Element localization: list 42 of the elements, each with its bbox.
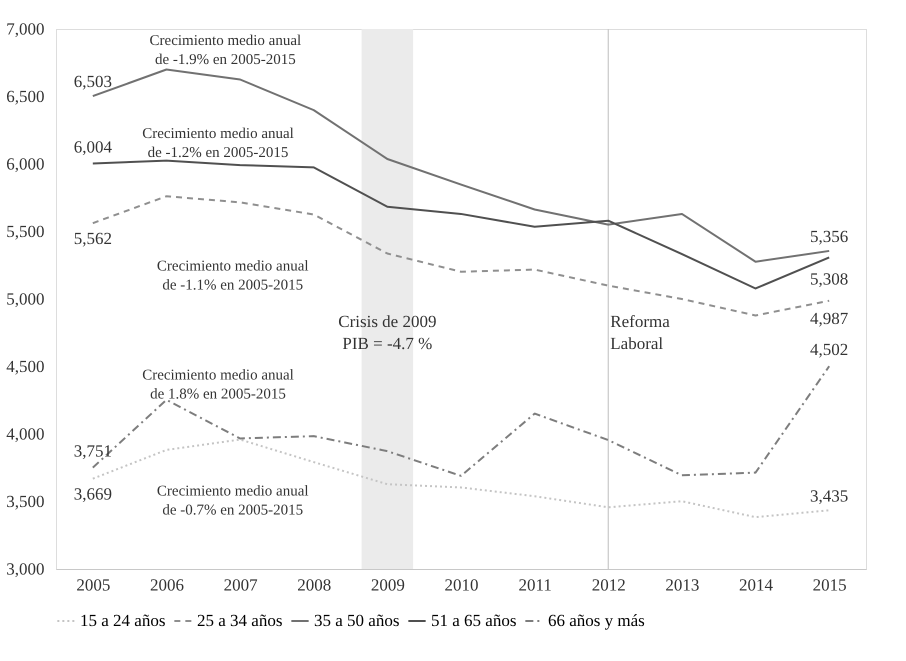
data-label: 3,669 <box>74 484 112 504</box>
annotation: Crecimiento medio anual de 1.8% en 2005-2015 <box>142 368 294 403</box>
x-tick-label: 2009 <box>370 576 405 594</box>
x-tick-label: 2013 <box>665 576 700 594</box>
x-tick-label: 2011 <box>518 576 552 594</box>
x-tick-label: 2005 <box>76 576 110 594</box>
y-tick-label: 3,000 <box>6 560 44 578</box>
band-label: Crisis de 2009 PIB = -4.7 % <box>338 312 436 353</box>
legend-label: 51 a 65 años <box>431 611 516 630</box>
y-tick-label: 4,500 <box>6 357 44 376</box>
y-tick-label: 7,000 <box>6 20 44 38</box>
x-tick-label: 2007 <box>224 576 258 594</box>
x-tick-label: 2010 <box>444 576 478 594</box>
y-tick-label: 6,500 <box>6 87 44 106</box>
data-label: 3,435 <box>810 486 848 506</box>
y-tick-label: 5,500 <box>6 222 44 241</box>
annotation: Crecimiento medio anual de -1.1% en 2005-2015 <box>156 258 309 294</box>
x-tick-label: 2008 <box>297 576 332 594</box>
data-label: 5,308 <box>810 269 848 288</box>
annotation: Crecimiento medio anual de -1.9% en 2005-2015 <box>150 32 302 68</box>
data-label: 3,751 <box>74 442 112 461</box>
annotation: Crecimiento medio anual de -1.2% en 2005-2015 <box>142 126 294 161</box>
legend-label: 15 a 24 años <box>80 611 166 630</box>
annotation: Crecimiento medio anual de -0.7% en 2005-2015 <box>156 484 309 519</box>
y-tick-label: 5,000 <box>6 290 44 308</box>
legend-label: 35 a 50 años <box>314 611 400 630</box>
x-tick-label: 2015 <box>812 576 847 594</box>
data-label: 5,356 <box>810 226 848 246</box>
data-label: 5,562 <box>74 229 112 248</box>
data-label: 6,004 <box>74 137 112 156</box>
data-label: 6,503 <box>74 72 112 92</box>
data-label: 4,987 <box>810 308 849 328</box>
ref-line-label: Reforma Laboral <box>610 312 670 353</box>
data-label: 4,502 <box>810 340 848 360</box>
y-tick-label: 4,000 <box>6 424 44 444</box>
x-tick-label: 2012 <box>592 576 626 594</box>
legend-label: 66 años y más <box>548 611 645 630</box>
x-tick-label: 2014 <box>739 576 774 594</box>
x-tick-label: 2006 <box>150 576 184 594</box>
legend-label: 25 a 34 años <box>197 611 282 630</box>
y-tick-label: 6,000 <box>6 154 44 174</box>
y-tick-label: 3,500 <box>6 492 44 511</box>
